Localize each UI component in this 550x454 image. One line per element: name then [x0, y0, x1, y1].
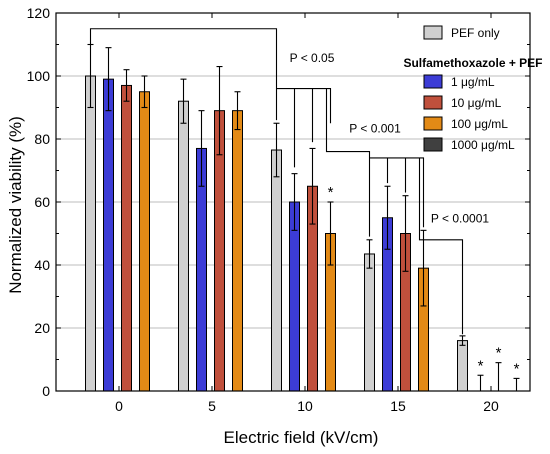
legend-series-1-label: 1 μg/mL	[451, 75, 495, 89]
significance-star: *	[328, 184, 334, 201]
bar	[271, 149, 282, 392]
legend-pef-only-swatch	[423, 25, 443, 40]
x-tick-label: 5	[208, 398, 216, 414]
y-tick-label: 80	[34, 131, 50, 147]
significance-bracket	[369, 157, 425, 228]
x-tick-label: 15	[390, 398, 406, 414]
x-tick-label: 0	[115, 398, 123, 414]
legend-series-1-swatch	[423, 74, 443, 89]
bar	[85, 75, 96, 392]
x-tick-label: 10	[297, 398, 313, 414]
bar	[139, 91, 150, 392]
significance-bracket	[89, 28, 278, 121]
legend-series-3-label: 100 μg/mL	[451, 117, 508, 131]
legend-pef-only-label: PEF only	[451, 26, 500, 40]
significance-brackets	[89, 28, 464, 335]
significance-star: *	[478, 357, 484, 374]
y-tick-label: 60	[34, 194, 50, 210]
legend-series-4-label: 1000 μg/mL	[451, 138, 515, 152]
y-tick-label: 0	[42, 383, 50, 399]
significance-bracket	[325, 88, 371, 237]
bar	[103, 78, 114, 392]
legend-series-2-swatch	[423, 95, 443, 110]
bar	[364, 253, 375, 392]
significance-stars: * * * *	[328, 184, 520, 377]
error-bars	[87, 43, 520, 391]
annotation-labels: P < 0.05 P < 0.001 P < 0.0001	[290, 51, 490, 226]
bar	[121, 84, 132, 392]
legend: PEF only Sulfamethoxazole + PEF 1 μg/mL 10 …	[403, 25, 543, 152]
y-tick-label: 20	[34, 320, 50, 336]
bar	[178, 100, 189, 392]
legend-group-title: Sulfamethoxazole + PEF	[403, 56, 542, 70]
legend-series-3-swatch	[423, 116, 443, 131]
x-tick-label: 20	[483, 398, 499, 414]
legend-series-4-swatch	[423, 137, 443, 152]
y-tick-label: 100	[27, 68, 51, 84]
y-tick-label: 40	[34, 257, 50, 273]
significance-star: *	[514, 360, 520, 377]
significance-bracket	[418, 157, 464, 335]
significance-bracket	[276, 88, 332, 124]
y-axis-title: Normalized viability (%)	[6, 116, 25, 294]
axes: 0 20 40 60 80 100 120 0 5 10 15 20	[27, 5, 531, 414]
legend-series-2-label: 10 μg/mL	[451, 96, 502, 110]
y-tick-label: 120	[27, 5, 51, 21]
p-value-label: P < 0.001	[349, 122, 401, 136]
bar	[232, 110, 243, 392]
bar	[457, 340, 468, 392]
significance-star: *	[496, 345, 502, 362]
p-value-label: P < 0.0001	[431, 211, 489, 225]
p-value-label: P < 0.05	[290, 51, 335, 65]
x-axis-title: Electric field (kV/cm)	[224, 428, 379, 447]
